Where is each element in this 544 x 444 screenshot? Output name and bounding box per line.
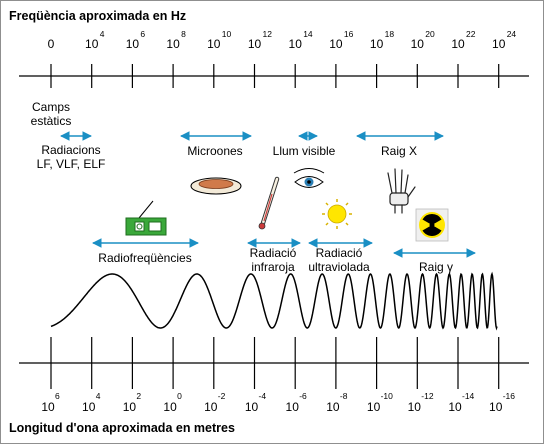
thermometer-icon: [258, 176, 280, 230]
gamma-label: Raig γ: [419, 260, 453, 274]
frequency-axis-title: Freqüència aproximada en Hz: [9, 9, 186, 23]
frequency-tick-base: 10: [492, 37, 506, 51]
frequency-tick-base: 10: [85, 37, 99, 51]
frequency-tick-exponent: 4: [100, 29, 105, 39]
frequency-tick-exponent: 8: [181, 29, 186, 39]
frequency-tick-base: 10: [126, 37, 140, 51]
wavelength-tick-exponent: 6: [55, 391, 60, 401]
wavelength-tick-base: 10: [41, 400, 55, 414]
wavelength-tick-exponent: -4: [259, 391, 267, 401]
wavelength-tick-exponent: -14: [462, 391, 475, 401]
wavelength-axis-title: Longitud d'ona aproximada en metres: [9, 421, 235, 435]
frequency-tick-base: 10: [451, 37, 465, 51]
frequency-tick-base: 10: [166, 37, 180, 51]
frequency-tick-exponent: 14: [303, 29, 313, 39]
frequency-tick-base: 10: [289, 37, 303, 51]
wavelength-tick-base: 10: [245, 400, 259, 414]
wavelength-tick-exponent: -16: [503, 391, 516, 401]
electromagnetic-wave: [50, 271, 498, 331]
frequency-tick-base: 10: [329, 37, 343, 51]
xray-label: Raig X: [381, 144, 417, 158]
wavelength-tick-base: 10: [489, 400, 503, 414]
frequency-tick-exponent: 10: [222, 29, 232, 39]
infrared-label-2: infraroja: [251, 260, 295, 274]
frequency-tick-exponent: 6: [140, 29, 145, 39]
wavelength-tick-exponent: 0: [177, 391, 182, 401]
frequency-tick-base: 10: [207, 37, 221, 51]
static-fields-label-1: Camps: [32, 100, 70, 114]
wavelength-tick-exponent: -10: [381, 391, 394, 401]
frequency-tick-exponent: 18: [385, 29, 395, 39]
wavelength-ticks: 10610410210010-210-410-610-810-1010-1210…: [41, 337, 515, 414]
eye-icon: [293, 168, 325, 188]
band-labels: Camps estàtics Radiacions LF, VLF, ELF M…: [31, 100, 453, 274]
wavelength-tick-exponent: -8: [340, 391, 348, 401]
lf-label-1: Radiacions: [41, 143, 100, 157]
infrared-label-1: Radiació: [250, 246, 297, 260]
frequency-tick-exponent: 12: [263, 29, 273, 39]
wavelength-tick-exponent: 2: [136, 391, 141, 401]
lf-label-2: LF, VLF, ELF: [37, 157, 106, 171]
wavelength-tick-base: 10: [448, 400, 462, 414]
sun-icon: [322, 199, 352, 229]
radio-label: Radiofreqüències: [98, 251, 191, 265]
microwave-dish-icon: [190, 177, 242, 195]
frequency-ticks: 0 104106108101010121014101610181020102210…: [48, 29, 517, 88]
wavelength-tick-exponent: -12: [421, 391, 434, 401]
uv-label-1: Radiació: [316, 246, 363, 260]
frequency-tick-base: 10: [370, 37, 384, 51]
frequency-tick-exponent: 20: [425, 29, 435, 39]
wavelength-tick-base: 10: [204, 400, 218, 414]
wavelength-tick-exponent: -2: [218, 391, 226, 401]
frequency-tick-base: 0: [48, 37, 55, 51]
frequency-tick-exponent: 22: [466, 29, 476, 39]
frequency-tick-base: 10: [411, 37, 425, 51]
microwave-label: Microones: [187, 144, 242, 158]
radiation-icon: [415, 208, 449, 242]
uv-label-2: ultraviolada: [308, 260, 370, 274]
visible-light-label: Llum visible: [273, 144, 336, 158]
wavelength-tick-base: 10: [326, 400, 340, 414]
wavelength-tick-base: 10: [408, 400, 422, 414]
wavelength-tick-exponent: 4: [96, 391, 101, 401]
wavelength-tick-base: 10: [82, 400, 96, 414]
frequency-tick-exponent: 24: [507, 29, 517, 39]
frequency-tick-exponent: 16: [344, 29, 354, 39]
static-fields-label-2: estàtics: [31, 114, 72, 128]
wavelength-tick-base: 10: [163, 400, 177, 414]
band-arrows: [60, 131, 476, 258]
wavelength-tick-base: 10: [367, 400, 381, 414]
hand-xray-icon: [387, 168, 416, 214]
radio-icon: [125, 200, 167, 236]
wavelength-tick-base: 10: [123, 400, 137, 414]
wavelength-tick-base: 10: [286, 400, 300, 414]
frequency-tick-base: 10: [248, 37, 262, 51]
wavelength-tick-exponent: -6: [299, 391, 307, 401]
